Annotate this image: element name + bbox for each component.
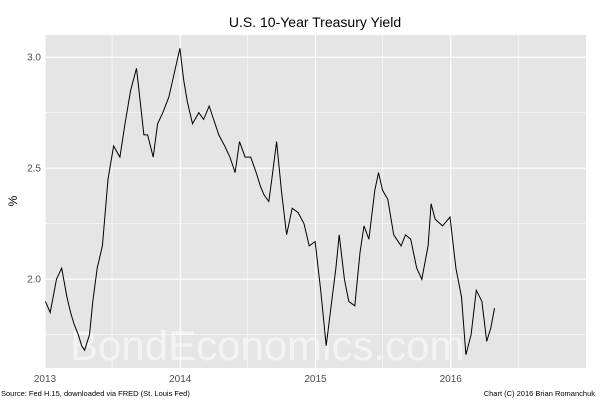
y-tick-label: 2.5	[27, 164, 41, 175]
series-line	[44, 48, 495, 355]
y-axis-label: %	[6, 195, 20, 206]
y-axis-ticks: 2.0 2.5 3.0	[27, 53, 41, 286]
copyright-caption: Chart (C) 2016 Brian Romanchuk	[484, 389, 596, 398]
source-caption: Source: Fed H.15, downloaded via FRED (S…	[1, 389, 190, 398]
y-tick-label: 3.0	[27, 53, 41, 64]
x-axis-ticks: 2013 2014 2015 2016	[34, 374, 462, 385]
watermark: BondEconomics.com	[70, 322, 465, 369]
x-tick-label: 2014	[169, 374, 192, 385]
gridlines	[44, 35, 586, 368]
x-tick-label: 2015	[304, 374, 327, 385]
chart-title: U.S. 10-Year Treasury Yield	[229, 14, 401, 30]
x-tick-label: 2016	[440, 374, 463, 385]
x-tick-label: 2013	[34, 374, 57, 385]
y-tick-label: 2.0	[27, 275, 41, 286]
